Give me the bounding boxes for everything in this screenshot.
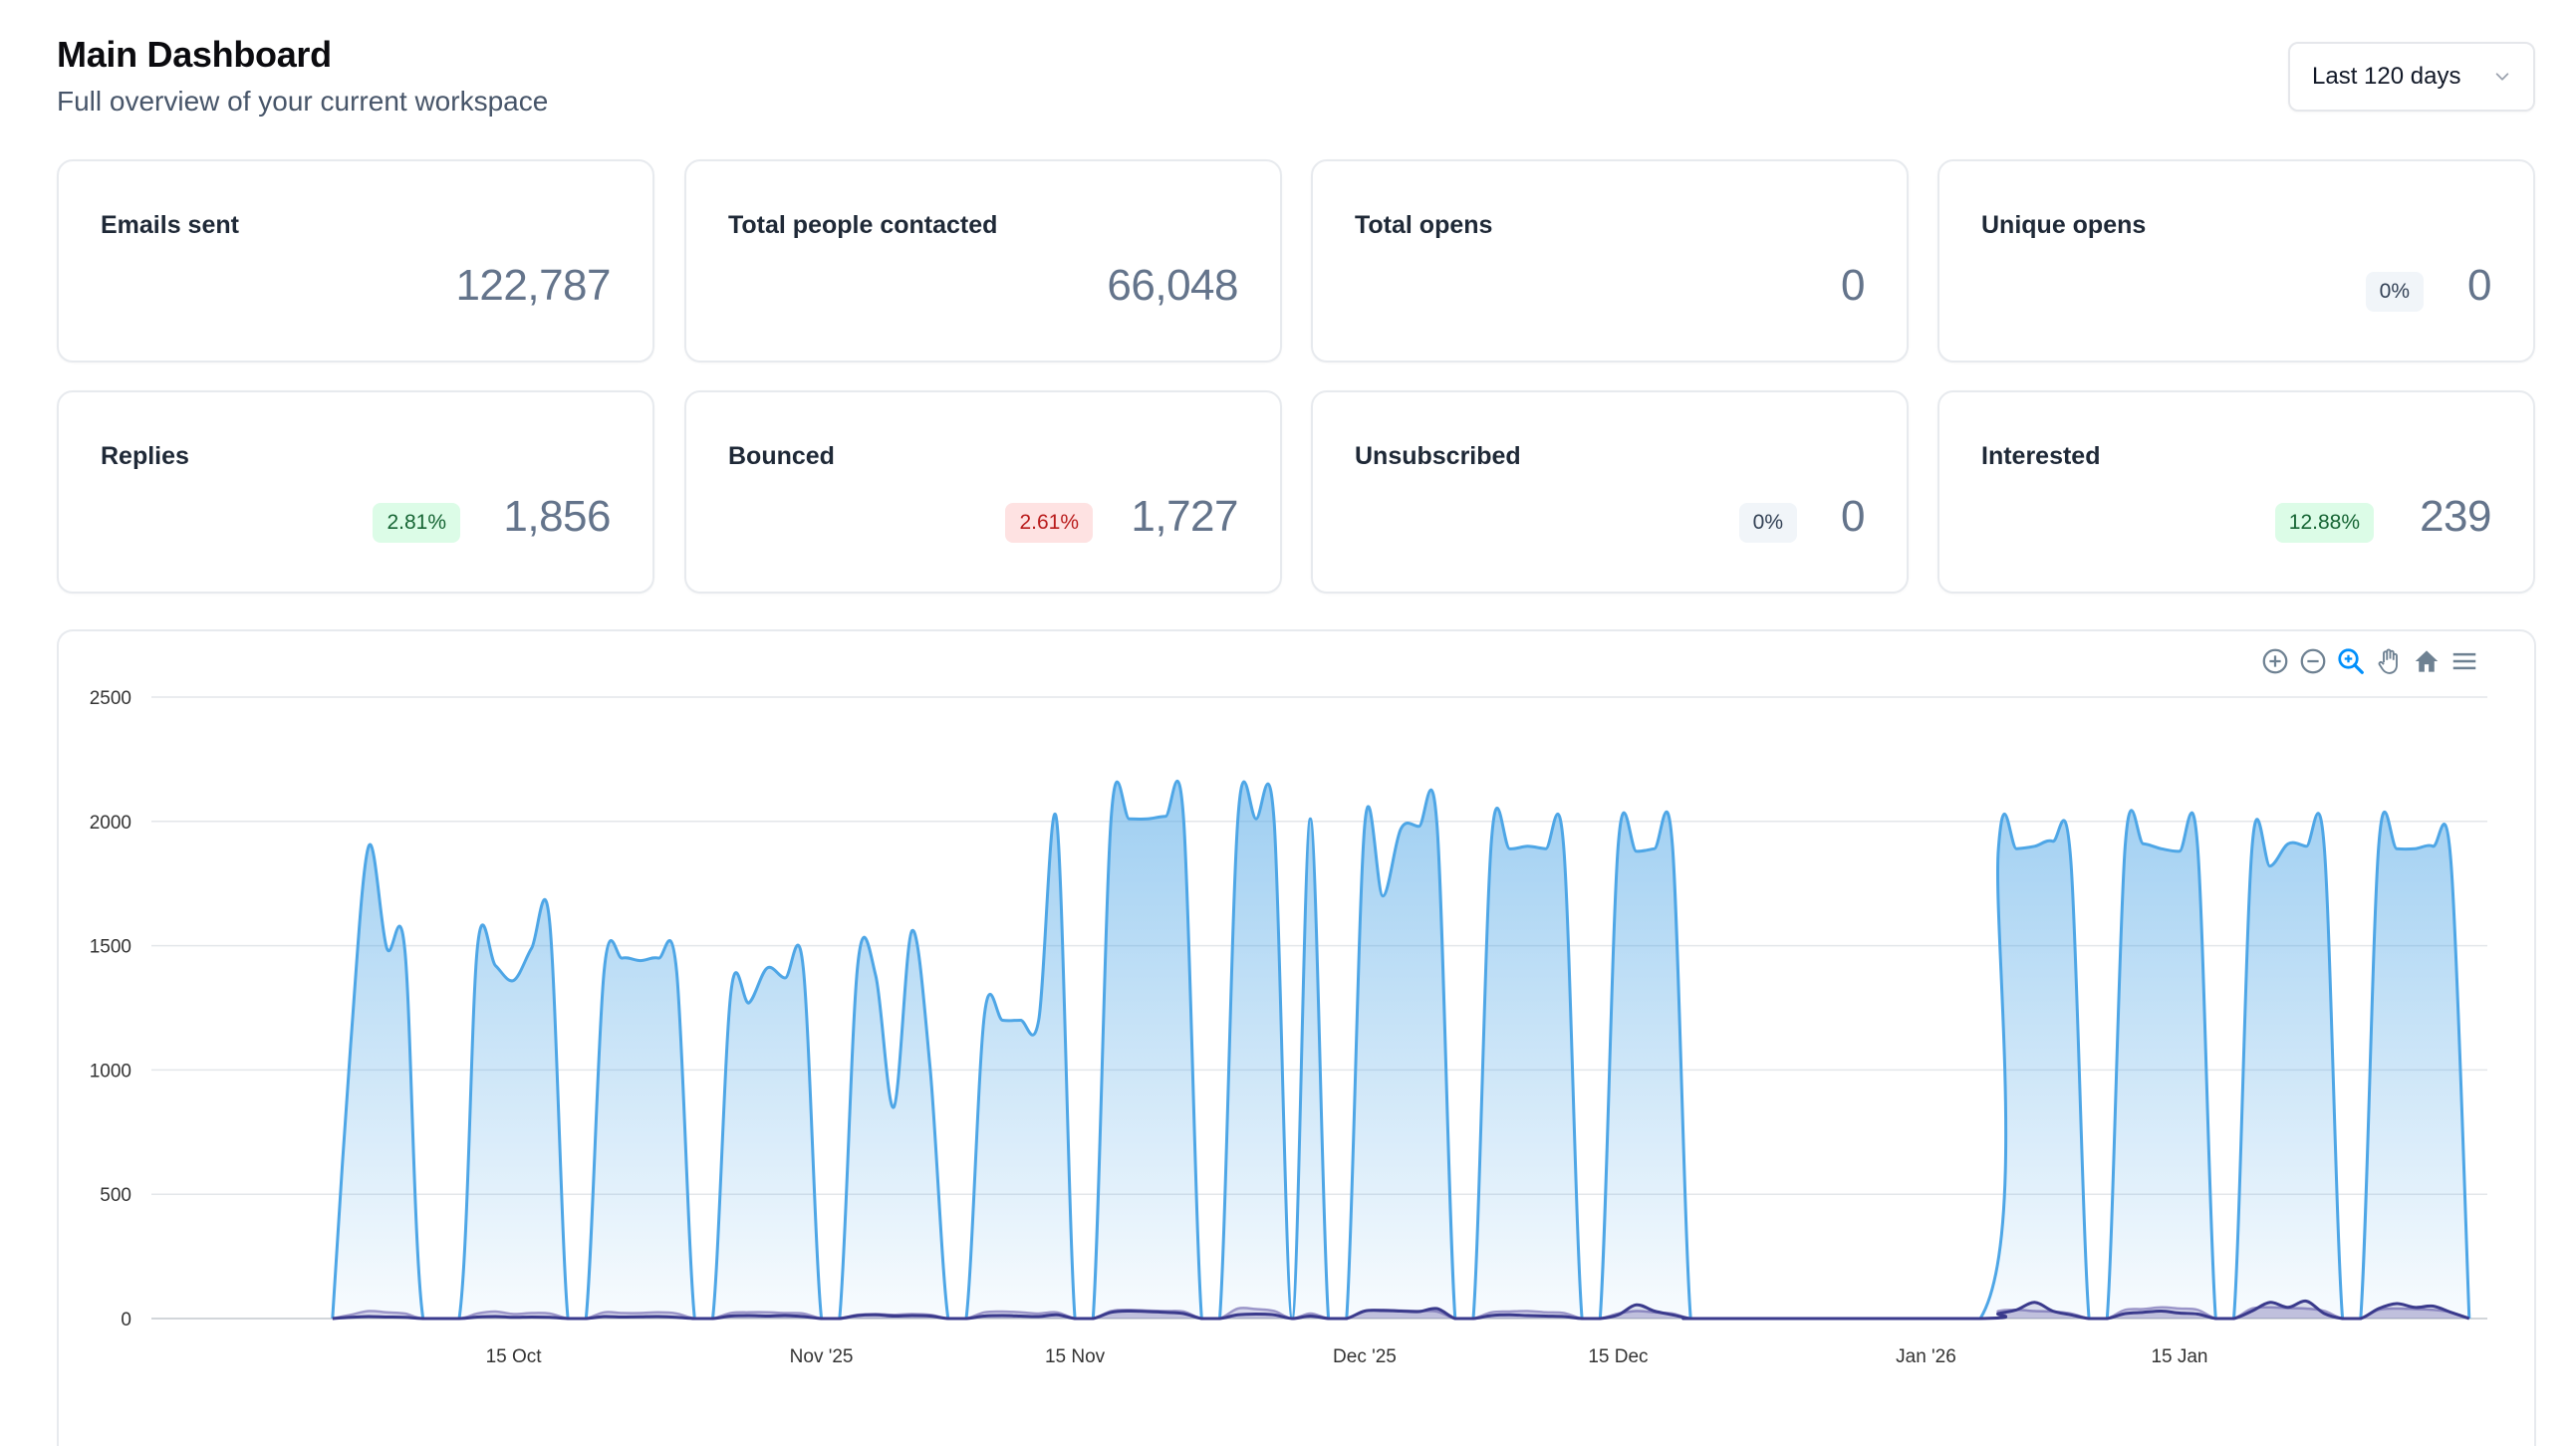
stat-label: Emails sent [101, 211, 239, 239]
date-range-value: Last 120 days [2312, 63, 2461, 90]
stat-value: 0 [1841, 261, 1865, 310]
stat-badge: 0% [2365, 272, 2424, 312]
page-subtitle: Full overview of your current workspace [57, 86, 549, 117]
y-tick-label: 1000 [90, 1061, 131, 1082]
stat-value: 0 [2467, 261, 2491, 310]
series-3-line [332, 1299, 2470, 1321]
y-tick-label: 2500 [90, 688, 131, 709]
stat-label: Total people contacted [728, 211, 998, 239]
stat-card-unique-opens: Unique opens 0% 0 [1937, 159, 2535, 362]
series-1-area [332, 781, 2469, 1319]
y-tick-label: 2000 [90, 813, 131, 834]
x-tick-label: 15 Dec [1588, 1346, 1648, 1367]
stat-value: 122,787 [455, 261, 611, 310]
stat-card-bounced: Bounced 2.61% 1,727 [684, 390, 1282, 594]
zoom-select-icon[interactable] [2335, 645, 2367, 677]
y-tick-label: 1500 [90, 937, 131, 958]
stat-card-replies: Replies 2.81% 1,856 [57, 390, 654, 594]
stat-value: 1,727 [1131, 492, 1238, 541]
x-tick-label: 15 Jan [2151, 1346, 2207, 1367]
date-range-select[interactable]: Last 120 days [2288, 42, 2535, 112]
menu-icon[interactable] [2448, 645, 2480, 677]
stat-card-emails-sent: Emails sent 122,787 [57, 159, 654, 362]
stat-badge: 2.61% [1005, 503, 1093, 543]
chart-toolbar [2259, 645, 2480, 681]
stat-card-total-opens: Total opens 0 [1311, 159, 1909, 362]
x-tick-label: Nov '25 [790, 1346, 854, 1367]
x-tick-label: Jan '26 [1896, 1346, 1956, 1367]
page-title: Main Dashboard [57, 34, 332, 75]
stat-card-unsubscribed: Unsubscribed 0% 0 [1311, 390, 1909, 594]
stat-card-total-people-contacted: Total people contacted 66,048 [684, 159, 1282, 362]
chevron-down-icon [2495, 73, 2509, 81]
pan-hand-icon[interactable] [2373, 645, 2405, 677]
series-1-line [331, 779, 2471, 1321]
stat-badge: 0% [1738, 503, 1797, 543]
stat-label: Total opens [1355, 211, 1493, 239]
stat-label: Interested [1981, 442, 2101, 470]
stat-card-interested: Interested 12.88% 239 [1937, 390, 2535, 594]
stat-label: Replies [101, 442, 189, 470]
stat-badge: 12.88% [2274, 503, 2374, 543]
y-tick-label: 0 [121, 1310, 131, 1330]
x-tick-label: 15 Oct [486, 1346, 543, 1367]
zoom-in-icon[interactable] [2259, 645, 2291, 677]
stat-label: Bounced [728, 442, 835, 470]
series-3-area [332, 1301, 2469, 1319]
stat-label: Unique opens [1981, 211, 2147, 239]
reset-home-icon[interactable] [2411, 645, 2443, 677]
x-tick-label: Dec '25 [1333, 1346, 1397, 1367]
x-tick-label: 15 Nov [1045, 1346, 1106, 1367]
stat-value: 0 [1841, 492, 1865, 541]
zoom-out-icon[interactable] [2297, 645, 2329, 677]
stat-value: 239 [2420, 492, 2491, 541]
stat-value: 66,048 [1107, 261, 1238, 310]
stat-value: 1,856 [503, 492, 611, 541]
stat-badge: 2.81% [373, 503, 460, 543]
stat-label: Unsubscribed [1355, 442, 1521, 470]
y-tick-label: 500 [100, 1185, 131, 1206]
